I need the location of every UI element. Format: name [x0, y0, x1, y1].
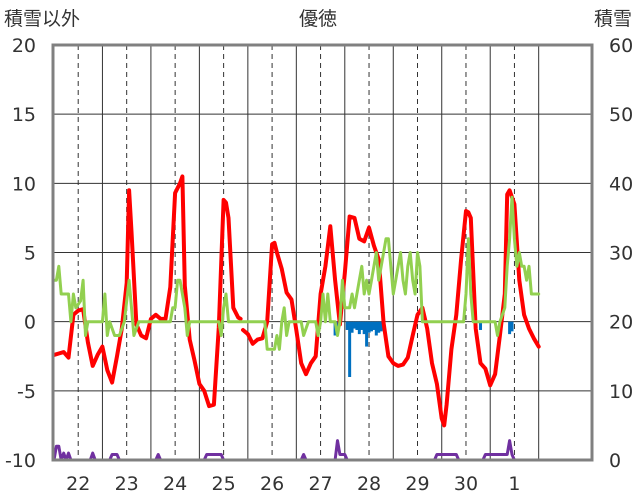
x-tick-label: 1	[508, 473, 520, 495]
x-tick-label: 23	[115, 473, 139, 495]
x-tick-label: 22	[66, 473, 90, 495]
x-tick-label: 29	[405, 473, 429, 495]
chart-title: 優徳	[299, 8, 337, 30]
right-tick-label: 40	[609, 173, 633, 195]
left-axis-title: 積雪以外	[4, 8, 80, 30]
plot-frame	[51, 43, 594, 462]
x-tick-label: 30	[454, 473, 478, 495]
bar	[377, 321, 381, 333]
bar	[479, 321, 483, 330]
bar	[374, 321, 378, 336]
bar	[350, 321, 354, 333]
bar	[360, 321, 364, 330]
x-ticks: 22 23 24 25 26 27 28 29 30 1	[66, 473, 520, 495]
left-tick-label: 15	[12, 104, 36, 126]
x-tick-label: 28	[357, 473, 381, 495]
right-tick-label: 10	[609, 381, 633, 403]
bar	[345, 321, 349, 330]
right-tick-label: 0	[609, 450, 621, 472]
right-tick-label: 20	[609, 312, 633, 334]
right-ticks: 60 50 40 30 20 10 0	[609, 35, 633, 472]
bar	[369, 321, 373, 332]
grid	[53, 45, 592, 460]
right-tick-label: 30	[609, 243, 633, 265]
x-tick-label: 26	[260, 473, 284, 495]
left-tick-label: 10	[12, 173, 36, 195]
bar	[508, 321, 512, 335]
bar	[510, 321, 514, 332]
x-tick-label: 27	[308, 473, 332, 495]
series-line-0	[52, 174, 243, 409]
bar	[355, 321, 359, 330]
right-tick-label: 50	[609, 104, 633, 126]
bar	[348, 321, 352, 377]
left-tick-label: 20	[12, 35, 36, 57]
bar	[379, 321, 383, 332]
right-axis-title: 積雪	[594, 8, 632, 30]
left-tick-label: 5	[24, 243, 36, 265]
left-tick-label: 0	[24, 312, 36, 334]
bar	[372, 321, 376, 330]
bar	[362, 321, 366, 335]
series-line-2	[52, 195, 541, 351]
bar	[336, 321, 340, 328]
left-ticks: 20 15 10 5 0 -5 -10	[5, 35, 36, 472]
left-tick-label: -5	[17, 381, 36, 403]
left-tick-label: -10	[5, 450, 36, 472]
series-line-1	[241, 188, 541, 428]
right-tick-label: 60	[609, 35, 633, 57]
bar	[357, 321, 361, 335]
bar	[352, 321, 356, 329]
x-tick-label: 25	[212, 473, 236, 495]
bar	[365, 321, 369, 347]
bar	[367, 321, 371, 333]
x-tick-label: 24	[163, 473, 187, 495]
